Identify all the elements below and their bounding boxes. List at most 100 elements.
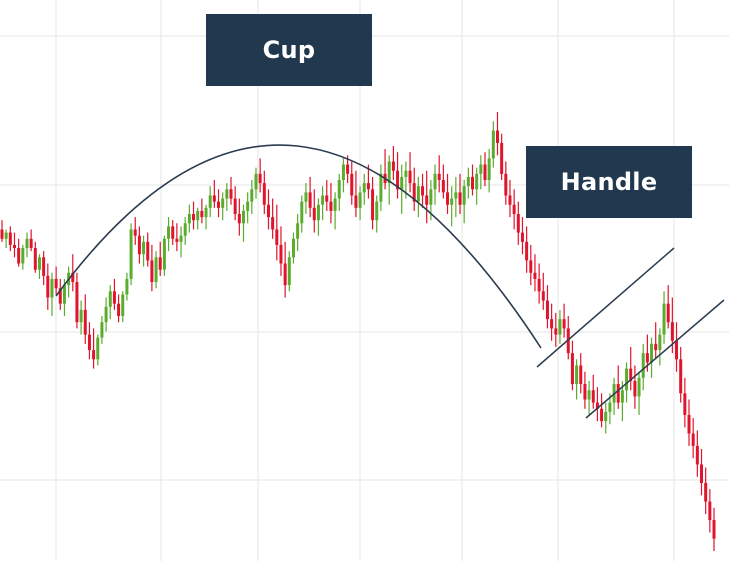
candle-body [371,189,375,221]
pattern-overlays [55,144,725,419]
candle-body [271,217,275,230]
candlestick [495,112,499,156]
candlestick [200,198,204,224]
candle-body [550,319,554,329]
candlestick [575,359,579,400]
candle-body [233,198,237,215]
candlestick [279,226,283,276]
candle-body [312,207,316,221]
candle-body [154,257,158,283]
candlestick [691,418,695,459]
candlestick [125,272,129,301]
candlestick [121,291,125,323]
candle-body [600,408,604,422]
candlestick [262,170,266,215]
candle-body [708,501,712,521]
candlestick [266,189,270,230]
candlestick [662,291,666,344]
candlestick [520,217,524,255]
candlestick [304,183,308,215]
candlestick [96,334,100,366]
candlestick [29,229,33,252]
candle-body [162,238,166,270]
candlestick [25,232,29,258]
candlestick [167,217,171,252]
candle-body [437,173,441,181]
candle-body [662,303,666,335]
candle-body [42,257,46,276]
candlestick [558,309,562,344]
candle-body [17,248,21,264]
candle-body [212,195,216,202]
candlestick [383,149,387,190]
candlestick [700,448,704,496]
candlestick [71,254,75,292]
candlestick [79,300,83,335]
candle-body [171,226,175,239]
candle-body [391,161,395,171]
candlestick [271,198,275,239]
candle-body [37,257,41,270]
candle-body [387,161,391,184]
candle-body [275,229,279,245]
candle-body [341,164,345,181]
candlestick [658,328,662,366]
candle-body [8,232,12,245]
candlestick [337,173,341,211]
candlestick [675,322,679,372]
candle-body [283,263,287,286]
candle-body [321,195,325,205]
candlestick [21,244,25,270]
candle-body [333,198,337,211]
candlestick [46,263,50,310]
candle-body [237,214,241,224]
handle-channel-lower [585,299,725,419]
candlestick [629,346,633,391]
candlestick [287,251,291,292]
candle-body [21,248,25,264]
candlestick [537,263,541,304]
candle-body [683,393,687,415]
cup-arc [55,144,542,349]
candle-body [516,214,520,233]
candle-body [487,158,491,181]
candlestick [258,158,262,193]
candlestick [316,198,320,236]
candlestick [550,303,554,341]
candlestick [712,507,716,551]
candlestick [8,226,12,252]
handle-label-text: Handle [560,168,658,196]
candlestick [612,377,616,415]
candlestick [687,399,691,446]
candlestick [704,467,708,514]
candlestick [437,155,441,193]
candlestick [570,340,574,391]
handle-label: Handle [526,146,692,218]
candlestick [600,393,604,428]
candle-body [616,384,620,403]
candlestick [196,207,200,230]
candle-body [595,402,599,409]
candle-body [4,232,8,239]
candle-body [412,183,416,202]
candlestick [595,387,599,422]
candle-body [354,195,358,208]
candle-body [287,257,291,286]
candlestick [346,155,350,184]
candle-body [204,207,208,218]
candlestick [67,266,71,298]
candle-body [408,170,412,184]
candlestick [142,235,146,267]
candlestick [341,158,345,193]
candlestick [129,223,133,286]
candle-body [554,328,558,335]
candlestick [333,192,337,230]
candle-body [591,390,595,403]
candlestick [133,217,137,245]
candle-body [608,402,612,412]
candlestick [708,489,712,533]
candlestick [637,371,641,415]
candlestick [50,272,54,317]
candle-body [217,201,221,208]
candle-body [629,368,633,381]
